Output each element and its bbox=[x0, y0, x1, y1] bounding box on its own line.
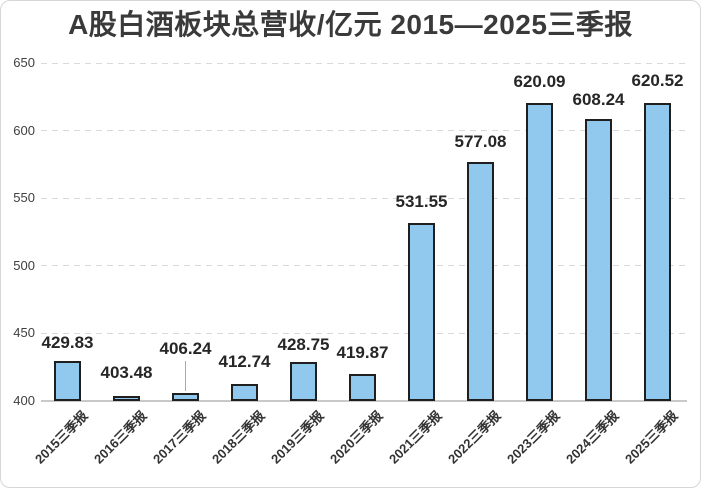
value-label: 620.09 bbox=[513, 72, 566, 92]
gridline bbox=[41, 130, 687, 132]
value-label: 531.55 bbox=[395, 192, 448, 212]
x-axis-baseline bbox=[41, 400, 687, 402]
bar bbox=[54, 360, 81, 401]
value-label: 620.52 bbox=[631, 70, 684, 90]
y-tick-label: 500 bbox=[13, 257, 35, 273]
value-label: 608.24 bbox=[572, 90, 625, 110]
gridline bbox=[41, 62, 687, 64]
bar bbox=[231, 383, 258, 401]
y-tick-label: 600 bbox=[13, 122, 35, 138]
bar bbox=[585, 119, 612, 401]
value-label: 419.87 bbox=[336, 343, 389, 363]
bar bbox=[408, 223, 435, 401]
chart-title: A股白酒板块总营收/亿元 2015—2025三季报 bbox=[68, 9, 633, 40]
gridline bbox=[41, 265, 687, 267]
value-label: 428.75 bbox=[277, 335, 330, 355]
bar bbox=[290, 362, 317, 401]
y-tick-label: 550 bbox=[13, 190, 35, 206]
value-label: 429.83 bbox=[41, 332, 94, 352]
bar bbox=[526, 103, 553, 401]
label-leader-line bbox=[185, 360, 186, 391]
value-label: 412.74 bbox=[218, 351, 271, 371]
y-tick-label: 450 bbox=[13, 325, 35, 341]
bar bbox=[467, 161, 494, 401]
y-tick-label: 400 bbox=[13, 393, 35, 408]
bar bbox=[172, 392, 199, 401]
value-label: 403.48 bbox=[100, 363, 153, 383]
bar bbox=[113, 396, 140, 401]
bar bbox=[644, 102, 671, 401]
value-label: 406.24 bbox=[159, 338, 212, 358]
bar bbox=[349, 374, 376, 401]
y-tick-label: 650 bbox=[13, 55, 35, 70]
gridline bbox=[41, 197, 687, 199]
gridline bbox=[41, 332, 687, 334]
value-label: 577.08 bbox=[454, 131, 507, 151]
